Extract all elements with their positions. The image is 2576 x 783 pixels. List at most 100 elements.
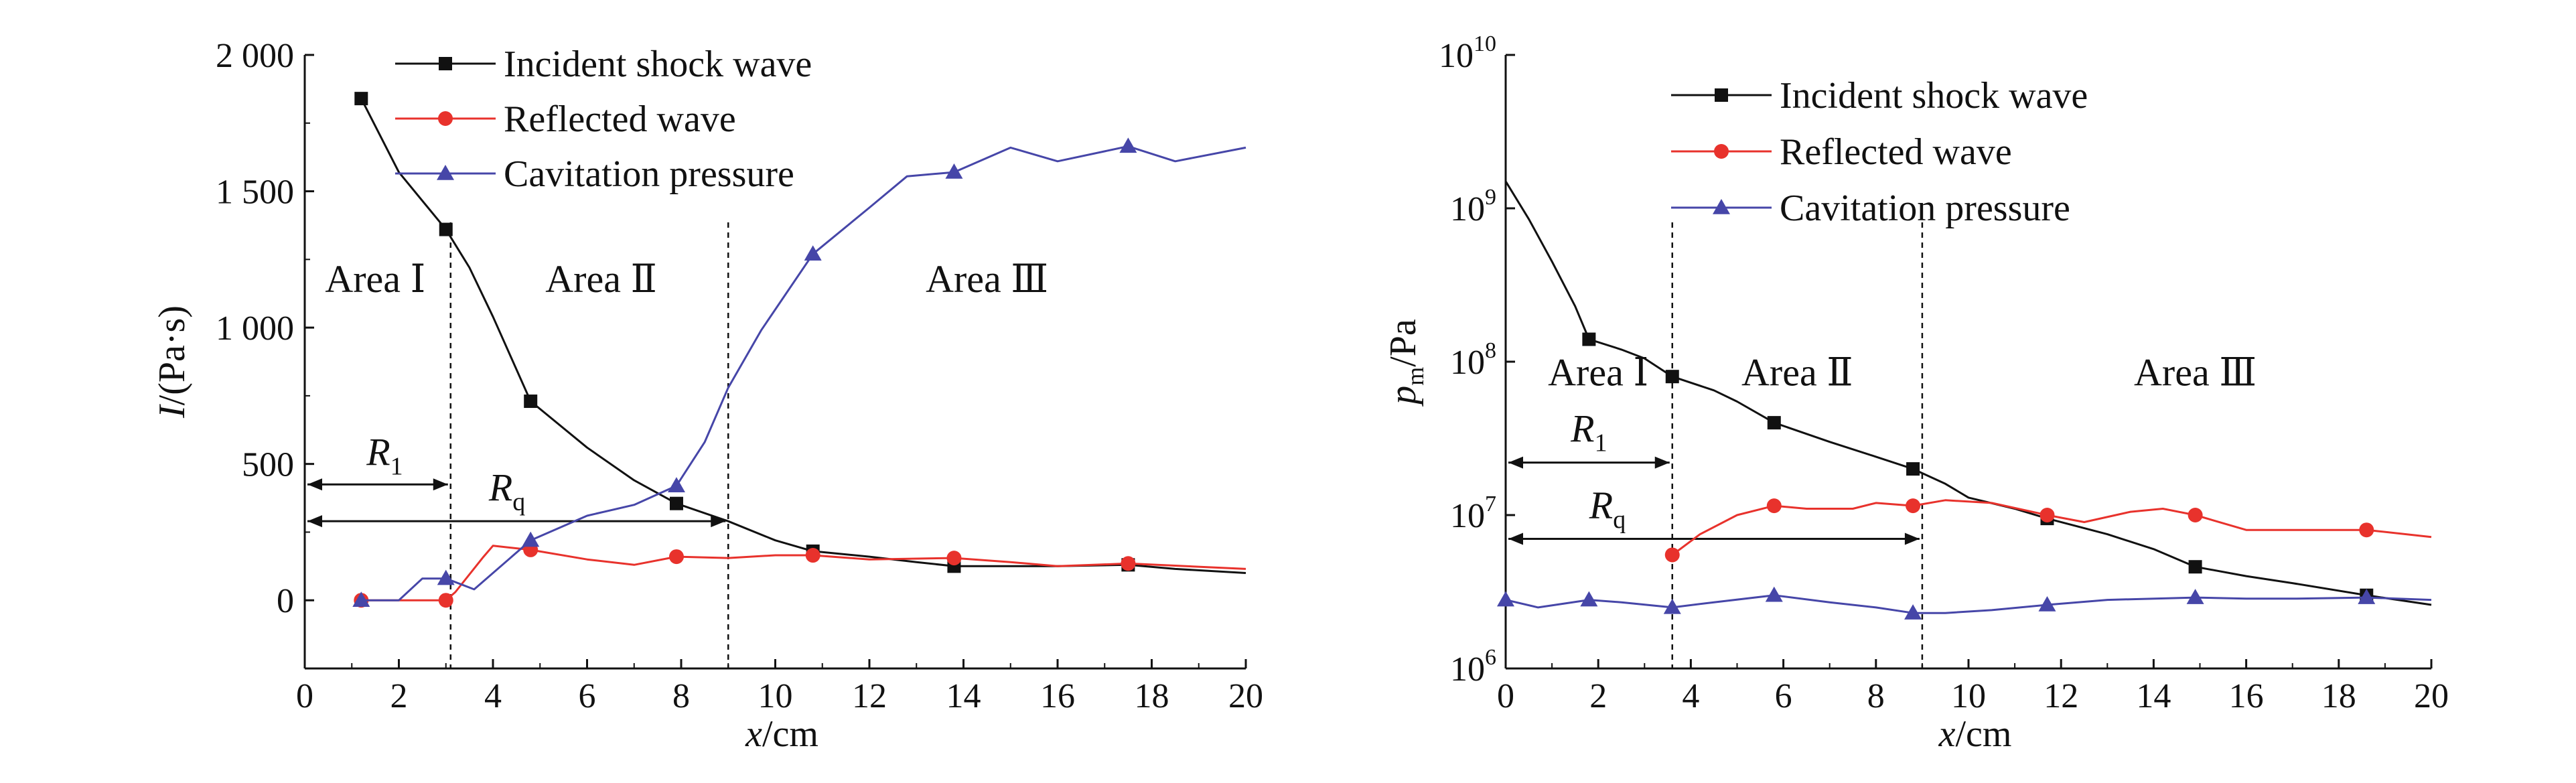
y-tick-label: 109 <box>1450 185 1496 228</box>
data-point <box>524 395 538 409</box>
x-tick-label: 0 <box>296 677 313 715</box>
legend-marker <box>439 57 452 70</box>
annotation-arrowhead <box>1904 532 1920 545</box>
y-axis-title: pm/Pa <box>1382 319 1429 407</box>
legend-entry: Incident shock wave <box>1671 75 2088 117</box>
legend-entry: Reflected wave <box>1671 131 2012 173</box>
legend-entry: Incident shock wave <box>395 44 812 85</box>
x-tick-label: 2 <box>390 677 408 715</box>
data-point <box>2040 508 2055 522</box>
y-tick-label: 108 <box>1450 338 1496 382</box>
x-tick-label: 12 <box>852 677 887 715</box>
x-tick-label: 18 <box>1135 677 1169 715</box>
y-tick-label: 0 <box>277 582 294 620</box>
legend-label: Incident shock wave <box>1780 75 2088 117</box>
legend-entry: Reflected wave <box>395 98 736 140</box>
legend-marker <box>1715 88 1728 102</box>
data-point <box>352 591 370 607</box>
data-point <box>1906 462 1920 476</box>
data-point <box>522 531 540 547</box>
data-point <box>1497 591 1514 607</box>
series-cavitation-pressure <box>352 137 1246 607</box>
data-point <box>945 163 963 179</box>
y-axis-title: I/(Pa·s) <box>151 305 193 419</box>
x-tick-label: 0 <box>1497 677 1514 715</box>
annotation-label: R1 <box>366 431 403 481</box>
data-point <box>354 92 368 106</box>
data-point <box>1766 498 1782 514</box>
annotation-arrowhead <box>1508 456 1523 469</box>
data-point <box>805 548 820 563</box>
legend-marker <box>437 165 454 180</box>
x-tick-label: 10 <box>1951 677 1986 715</box>
legend-label: Cavitation pressure <box>504 153 794 195</box>
x-tick-label: 14 <box>2136 677 2171 715</box>
data-point <box>2186 589 2204 604</box>
series-cavitation-pressure <box>1497 586 2432 620</box>
data-point <box>1121 556 1136 571</box>
region-label: Area Ⅲ <box>926 257 1048 301</box>
x-tick-label: 16 <box>2229 677 2264 715</box>
x-tick-label: 10 <box>758 677 793 715</box>
data-point <box>669 496 683 510</box>
annotation-arrowhead <box>307 515 322 528</box>
series-line <box>1671 499 2432 556</box>
x-axis-title: x/cm <box>1938 713 2012 755</box>
y-tick-label: 1 000 <box>216 309 294 348</box>
x-tick-label: 4 <box>484 677 502 715</box>
data-point <box>1119 137 1137 153</box>
data-point <box>1765 586 1783 602</box>
annotation-label: R1 <box>1570 407 1607 457</box>
data-point <box>2358 589 2376 604</box>
x-tick-label: 8 <box>672 677 690 715</box>
region-label: Area Ⅱ <box>1741 350 1853 394</box>
chart-impulse: 0 2 4 6 8 10 12 14 16 18 20 0 500 1 000 1 500 2 000 x/cm… <box>151 37 1263 755</box>
data-point <box>2188 508 2203 522</box>
series-reflected-wave <box>354 542 1246 608</box>
data-point <box>437 569 455 585</box>
annotation-arrowhead <box>711 515 726 528</box>
data-point <box>2188 560 2202 574</box>
x-tick-label: 6 <box>579 677 596 715</box>
data-point <box>668 549 684 565</box>
legend-marker <box>1713 199 1730 214</box>
data-point <box>1580 591 1598 607</box>
legend-entry: Cavitation pressure <box>395 153 794 195</box>
x-tick-label: 18 <box>2321 677 2356 715</box>
x-axis-title: x/cm <box>745 713 818 755</box>
annotation-arrowhead <box>1508 532 1523 545</box>
y-tick-label: 1 500 <box>216 173 294 212</box>
legend-label: Incident shock wave <box>504 44 812 85</box>
data-point <box>1582 332 1596 346</box>
region-label: Area Ⅰ <box>1548 350 1648 394</box>
legend-marker <box>438 111 453 126</box>
annotation-arrowhead <box>1654 456 1670 469</box>
x-tick-label: 6 <box>1775 677 1792 715</box>
annotation-label: Rq <box>1589 484 1626 534</box>
legend-label: Cavitation pressure <box>1780 188 2070 229</box>
data-point <box>1664 547 1680 563</box>
x-tick-label: 8 <box>1867 677 1885 715</box>
region-label: Area Ⅰ <box>325 257 425 301</box>
x-tick-label: 14 <box>946 677 981 715</box>
data-point <box>439 222 453 236</box>
annotation-arrowhead <box>307 478 322 491</box>
region-label: Area Ⅲ <box>2134 350 2257 394</box>
x-tick-label: 16 <box>1040 677 1075 715</box>
region-label: Area Ⅱ <box>545 257 657 301</box>
series-reflected-wave <box>1664 498 2432 563</box>
data-point <box>1665 370 1679 384</box>
data-point <box>2038 595 2056 612</box>
legend-label: Reflected wave <box>504 98 736 140</box>
data-point <box>946 551 962 566</box>
data-point <box>1767 416 1781 430</box>
annotation-arrowhead <box>433 478 448 491</box>
legend-label: Reflected wave <box>1780 131 2012 173</box>
x-tick-label: 4 <box>1682 677 1699 715</box>
legend-marker <box>1714 144 1729 159</box>
y-tick-label: 106 <box>1450 645 1496 689</box>
x-tick-label: 12 <box>2044 677 2078 715</box>
x-tick-label: 2 <box>1589 677 1607 715</box>
data-point <box>1906 498 1921 514</box>
